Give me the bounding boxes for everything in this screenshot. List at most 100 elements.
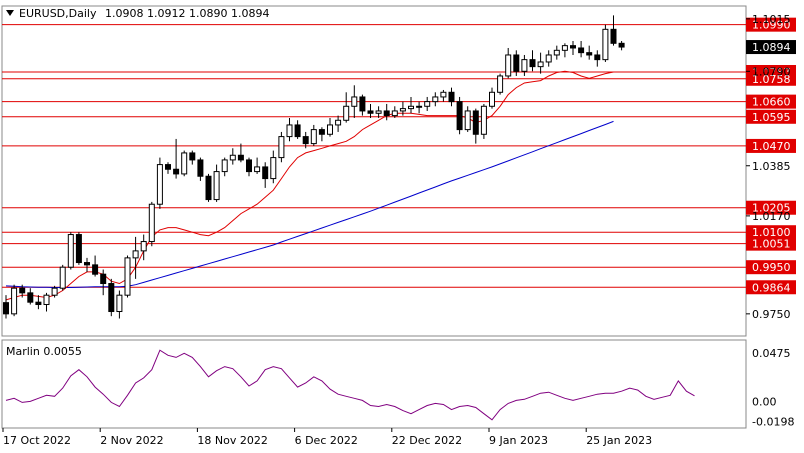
- candle: [424, 96, 431, 111]
- candle-body: [75, 234, 82, 264]
- candle: [92, 255, 99, 277]
- candle: [327, 117, 333, 137]
- candle: [456, 96, 463, 135]
- level-label-box: [746, 71, 796, 86]
- candle: [262, 162, 269, 188]
- candle-body: [165, 164, 171, 170]
- candle: [318, 127, 325, 142]
- candle-body: [480, 105, 487, 135]
- candle: [432, 92, 439, 107]
- candle-body: [432, 96, 439, 103]
- chart-frames: [1, 5, 747, 429]
- candle-body: [440, 91, 447, 98]
- candle: [75, 232, 82, 265]
- candle-body: [246, 159, 252, 173]
- candle-body: [424, 101, 431, 107]
- candle: [440, 89, 447, 102]
- candle: [197, 157, 204, 181]
- indicator-pane-frame: [1, 339, 747, 429]
- chart-menu-triangle-icon[interactable]: [6, 10, 14, 16]
- candle: [148, 201, 155, 247]
- candle-body: [489, 91, 495, 107]
- level-label: 1.0595: [752, 111, 791, 124]
- candle-body: [351, 96, 358, 107]
- candle-body: [529, 59, 536, 68]
- candle-body: [92, 264, 99, 275]
- candle: [561, 43, 568, 58]
- candle: [116, 290, 123, 319]
- level-label: 1.0051: [752, 238, 791, 251]
- candle-body: [586, 52, 593, 56]
- level-label-box: [746, 109, 796, 124]
- candle-body: [416, 105, 423, 108]
- candle: [408, 96, 414, 114]
- candle-body: [51, 287, 58, 296]
- candle-body: [148, 203, 155, 243]
- level-label: 1.0470: [752, 140, 791, 153]
- candle: [108, 278, 115, 317]
- level-label: 1.0660: [752, 96, 791, 109]
- candle-body: [27, 292, 34, 303]
- level-label-box: [746, 200, 796, 215]
- candle: [84, 257, 90, 272]
- candle: [302, 131, 309, 149]
- candle: [237, 143, 244, 163]
- candle: [294, 120, 301, 139]
- candle-body: [327, 124, 333, 135]
- level-label: 1.0758: [752, 73, 791, 86]
- candle-body: [513, 54, 520, 72]
- candle-body: [594, 54, 601, 61]
- candle-body: [84, 262, 90, 266]
- candle-body: [497, 75, 504, 93]
- candle-body: [108, 283, 115, 313]
- candle-body: [254, 166, 261, 173]
- candle-body: [335, 119, 342, 126]
- candle: [246, 157, 252, 177]
- candle-body: [464, 110, 471, 131]
- candle: [310, 124, 317, 146]
- level-label: 1.0205: [752, 202, 791, 215]
- candle-body: [140, 241, 147, 252]
- indicator-tick-label: 0.00: [752, 395, 777, 408]
- marlin-indicator: 0.0475 0.00 -0.0198: [5, 347, 794, 429]
- candle-body: [67, 234, 74, 268]
- candle-body: [43, 294, 50, 306]
- candle-body: [262, 166, 269, 180]
- candle-body: [100, 273, 107, 285]
- candle-body: [318, 129, 325, 135]
- candle-body: [221, 159, 228, 173]
- level-label-box: [746, 260, 796, 275]
- candle: [173, 138, 180, 179]
- candle: [497, 73, 504, 95]
- candle: [132, 236, 139, 279]
- candle: [570, 40, 576, 55]
- indicator-label: Marlin 0.0055: [6, 345, 82, 358]
- candle: [537, 52, 544, 74]
- candle-body: [229, 154, 236, 161]
- candle-body: [213, 171, 220, 201]
- candle: [472, 108, 479, 144]
- candle-body: [35, 301, 42, 306]
- candle-body: [561, 45, 568, 51]
- candles: [3, 15, 625, 319]
- level-label: 1.0990: [752, 19, 791, 32]
- indicator-tick-label: -0.0198: [752, 416, 794, 429]
- time-tick-label: 18 Nov 2022: [197, 434, 267, 447]
- candle-body: [537, 61, 544, 68]
- candle: [610, 15, 617, 46]
- candle: [67, 232, 74, 270]
- candle-body: [116, 294, 123, 313]
- current-price-box: [746, 40, 796, 55]
- candle: [124, 255, 131, 298]
- candle: [205, 173, 212, 202]
- level-label-box: [746, 94, 796, 109]
- candle: [594, 50, 601, 67]
- price-tick-label: 0.9750: [752, 308, 791, 321]
- candle-body: [448, 91, 455, 103]
- candle: [35, 295, 42, 310]
- candle: [351, 85, 358, 118]
- price-tick-label: 1.0170: [752, 210, 791, 223]
- candle: [521, 54, 528, 76]
- level-label: 1.0100: [752, 226, 791, 239]
